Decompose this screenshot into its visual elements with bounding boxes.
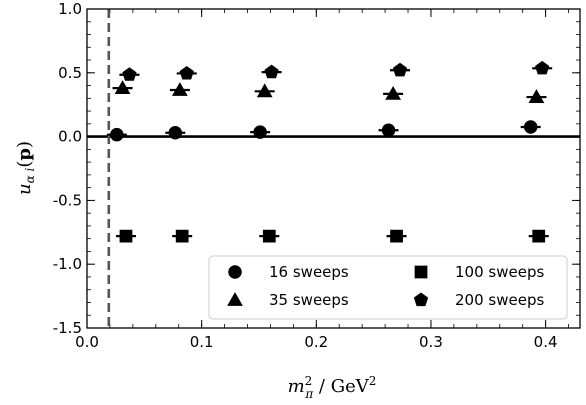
x-tick-label: 0.3 xyxy=(419,333,443,351)
data-point xyxy=(171,82,188,96)
data-point xyxy=(256,83,273,98)
legend-marker xyxy=(227,292,243,306)
data-point xyxy=(381,123,396,137)
x-tick-label: 0.2 xyxy=(304,333,328,351)
reference-lines xyxy=(87,9,580,328)
legend-marker xyxy=(228,265,242,279)
data-point xyxy=(532,229,546,243)
data-point xyxy=(390,229,403,243)
legend: 16 sweeps 35 sweeps 100 sweeps 200 sweeps xyxy=(208,255,568,320)
series-16-sweeps xyxy=(106,120,541,142)
data-point xyxy=(253,125,267,139)
y-tick-label: 0.0 xyxy=(58,128,82,146)
legend-box xyxy=(208,255,568,320)
data-points xyxy=(106,60,553,243)
legend-label: 35 sweeps xyxy=(269,291,349,309)
data-point xyxy=(264,64,279,79)
tick-labels: 0.0 0.1 0.2 0.3 0.4 1.0 0.5 0.0 -0.5 -1.0 -1.5 xyxy=(53,0,558,351)
data-point xyxy=(168,126,183,140)
data-point xyxy=(523,120,538,134)
series-35-sweeps xyxy=(112,80,547,103)
y-tick-label: 0.5 xyxy=(58,64,82,82)
data-point xyxy=(179,65,194,80)
data-point xyxy=(535,60,550,75)
legend-marker xyxy=(414,265,428,279)
legend-label: 100 sweeps xyxy=(455,263,544,281)
data-point xyxy=(119,229,133,243)
legend-marker xyxy=(413,292,429,307)
y-tick-label: -1.0 xyxy=(53,255,82,273)
series-200-sweeps xyxy=(119,60,553,81)
x-tick-label: 0.0 xyxy=(75,333,99,351)
data-point xyxy=(110,127,124,142)
y-tick-label: -1.5 xyxy=(53,319,82,337)
data-point xyxy=(392,62,408,77)
legend-label: 200 sweeps xyxy=(455,291,544,309)
data-point xyxy=(114,80,131,95)
data-point xyxy=(385,85,401,100)
data-point xyxy=(122,67,137,81)
data-point xyxy=(262,229,276,243)
series-100-sweeps xyxy=(115,229,549,243)
y-tick-label: 1.0 xyxy=(58,0,82,18)
y-axis-label: uα i(p) xyxy=(14,141,37,195)
data-point xyxy=(528,89,545,103)
plot-frame xyxy=(86,8,581,329)
x-axis-label: m2 π / GeV2 xyxy=(288,374,377,401)
y-tick-label: -0.5 xyxy=(53,191,82,209)
data-point xyxy=(175,229,189,243)
legend-label: 16 sweeps xyxy=(269,263,349,281)
x-tick-label: 0.1 xyxy=(190,333,214,351)
x-tick-label: 0.4 xyxy=(534,333,558,351)
